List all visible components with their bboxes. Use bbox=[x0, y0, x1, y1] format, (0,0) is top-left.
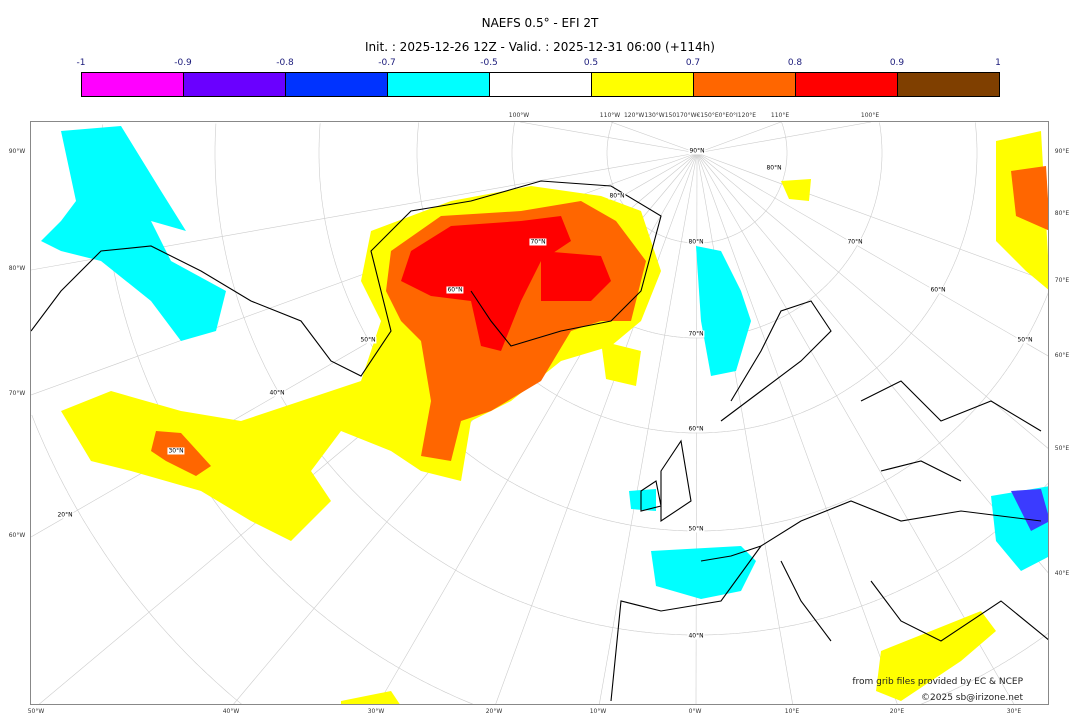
colorbar-tick-label: -0.9 bbox=[174, 58, 192, 68]
colorbar-tick-label: -0.7 bbox=[378, 58, 396, 68]
lon-label-right: 90°E bbox=[1054, 148, 1070, 155]
latitude-circle bbox=[920, 633, 1048, 704]
latitude-circle bbox=[606, 122, 788, 244]
source-credit: from grib files provided by EC & NCEP bbox=[852, 677, 1023, 687]
lat-label: 80°N bbox=[608, 192, 626, 200]
lon-label-bottom: 10°W bbox=[589, 708, 607, 715]
latitude-circle bbox=[31, 414, 242, 704]
lat-label: 80°N bbox=[687, 238, 705, 246]
lat-label: 40°N bbox=[687, 632, 705, 640]
lon-label-left: 90°W bbox=[8, 148, 26, 155]
colorbar-tick-label: 0.7 bbox=[685, 58, 701, 68]
copyright: ©2025 sb@irizone.net bbox=[921, 693, 1023, 703]
efi-fields bbox=[41, 126, 1048, 704]
lon-label-bottom: 30°W bbox=[367, 708, 385, 715]
lat-label: 60°N bbox=[929, 286, 947, 294]
lat-label: 50°N bbox=[687, 525, 705, 533]
lon-label-right: 50°E bbox=[1054, 445, 1070, 452]
lon-label-left: 60°W bbox=[8, 532, 26, 539]
colorbar-segment bbox=[490, 73, 592, 96]
colorbar-tick-label: 0.9 bbox=[889, 58, 905, 68]
colorbar-tick-label: 0.8 bbox=[787, 58, 803, 68]
lat-label: 30°N bbox=[167, 447, 185, 455]
colorbar-tick-label: -0.8 bbox=[276, 58, 294, 68]
lon-label-top: 110°E bbox=[770, 112, 790, 119]
lat-label: 70°N bbox=[687, 330, 705, 338]
map-title: NAEFS 0.5° - EFI 2T bbox=[481, 16, 599, 30]
lon-label-bottom: 30°E bbox=[1006, 708, 1022, 715]
colorbar-tick-label: 0.5 bbox=[583, 58, 599, 68]
colorbar-segment bbox=[898, 73, 999, 96]
lon-label-bottom: 50°W bbox=[27, 708, 45, 715]
colorbar bbox=[81, 72, 1000, 97]
efi-map[interactable]: 90°N 80°N 70°N 60°N 50°N 40°N 70°N 60°N 50°N 40°N… bbox=[30, 121, 1049, 705]
colorbar-tick-label: -1 bbox=[76, 58, 86, 68]
lon-label-bottom: 40°W bbox=[222, 708, 240, 715]
latitude-circle bbox=[975, 122, 978, 153]
latitude-circle bbox=[879, 122, 883, 153]
map-subtitle: Init. : 2025-12-26 12Z - Valid. : 2025-1… bbox=[365, 40, 715, 54]
lat-label: 90°N bbox=[688, 147, 706, 155]
colorbar-segment bbox=[286, 73, 388, 96]
lon-label-top: 120°W130°W150170°W€150°E0°E0°I120°E bbox=[623, 112, 757, 119]
lon-label-bottom: 10°E bbox=[784, 708, 800, 715]
latitude-circle bbox=[781, 122, 788, 153]
lon-label-bottom: 0°W bbox=[688, 708, 702, 715]
latitude-circle bbox=[318, 123, 1048, 532]
colorbar-segment bbox=[184, 73, 286, 96]
colorbar-segment bbox=[388, 73, 490, 96]
colorbar-tick-label: -0.5 bbox=[480, 58, 498, 68]
lat-label: 60°N bbox=[687, 425, 705, 433]
lon-label-right: 60°E bbox=[1054, 352, 1070, 359]
lat-label: 50°N bbox=[359, 336, 377, 344]
lon-label-top: 110°W bbox=[599, 112, 621, 119]
map-canvas bbox=[31, 122, 1048, 704]
colorbar-tick-label: 1 bbox=[995, 58, 1001, 68]
lat-label: 60°N bbox=[446, 286, 464, 294]
lon-label-top: 100°W bbox=[508, 112, 530, 119]
coastlines bbox=[31, 180, 1048, 702]
colorbar-segment bbox=[694, 73, 796, 96]
lat-label: 50°N bbox=[1016, 336, 1034, 344]
lat-label: 20°N bbox=[56, 511, 74, 519]
colorbar-segment bbox=[592, 73, 694, 96]
colorbar-segment bbox=[82, 73, 184, 96]
colorbar-segment bbox=[796, 73, 898, 96]
lon-label-bottom: 20°W bbox=[485, 708, 503, 715]
lat-label: 70°N bbox=[846, 238, 864, 246]
lat-label: 80°N bbox=[765, 164, 783, 172]
lon-label-top: 100°E bbox=[860, 112, 880, 119]
latitude-circle bbox=[214, 123, 1048, 636]
lon-label-left: 80°W bbox=[8, 265, 26, 272]
lat-label: 70°N bbox=[529, 238, 547, 246]
lon-label-bottom: 20°E bbox=[889, 708, 905, 715]
lon-label-left: 70°W bbox=[8, 390, 26, 397]
lon-label-right: 70°E bbox=[1054, 277, 1070, 284]
lon-label-right: 80°E bbox=[1054, 210, 1070, 217]
lon-label-right: 40°E bbox=[1054, 570, 1070, 577]
lat-label: 40°N bbox=[268, 389, 286, 397]
